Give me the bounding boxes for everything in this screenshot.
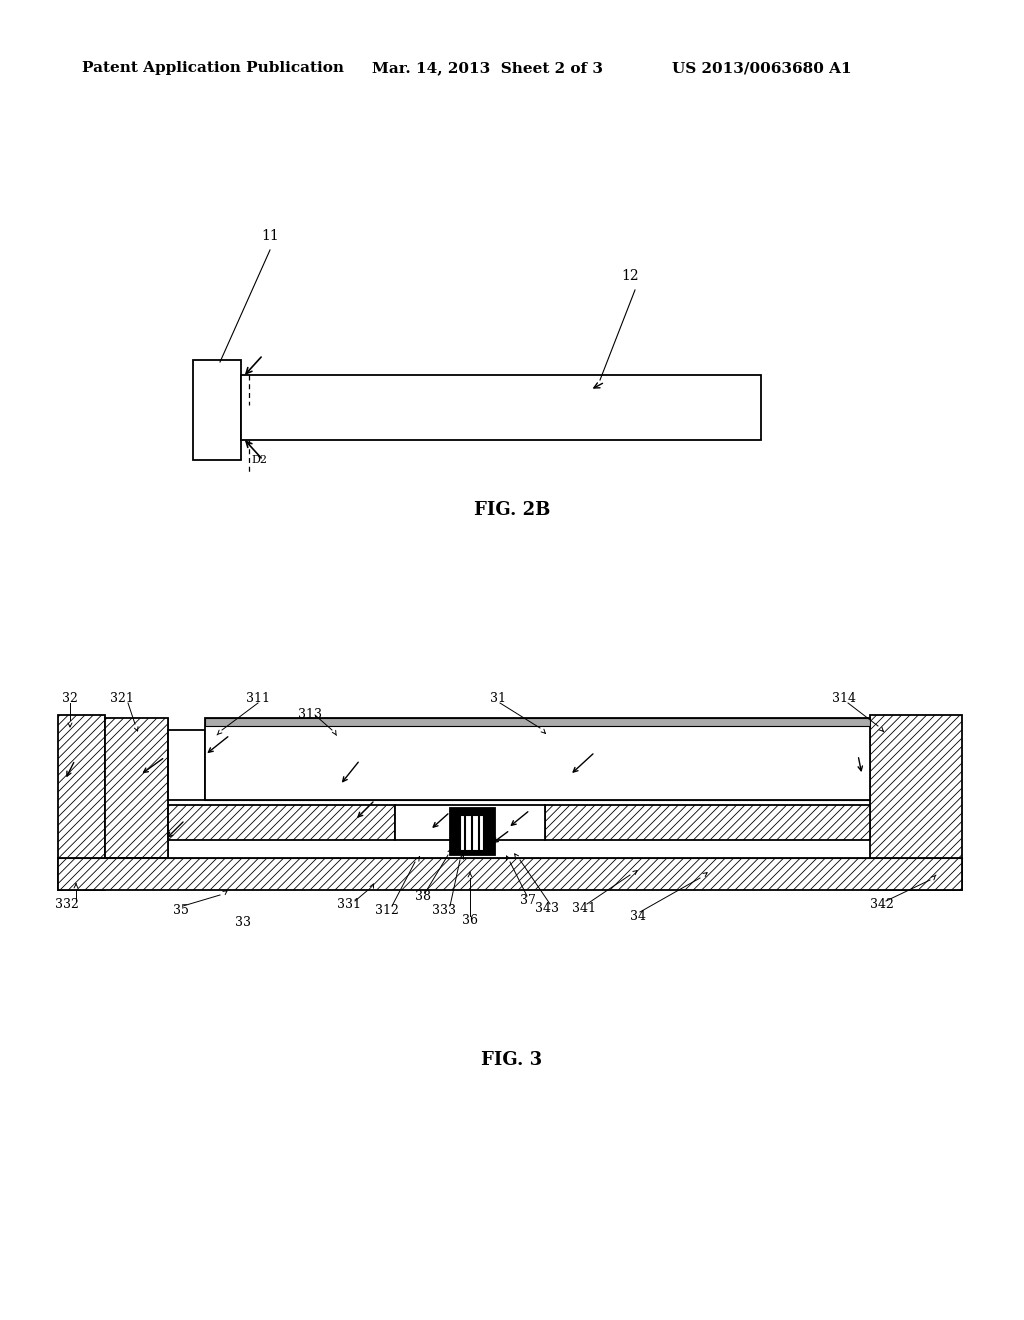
- Text: FIG. 3: FIG. 3: [481, 1051, 543, 1069]
- Bar: [545, 805, 870, 840]
- Text: 33: 33: [234, 916, 251, 928]
- Bar: [870, 715, 962, 890]
- Text: 11: 11: [261, 228, 279, 243]
- Text: 35: 35: [173, 903, 188, 916]
- Text: 331: 331: [337, 899, 361, 912]
- Text: 38: 38: [415, 891, 431, 903]
- Text: 321: 321: [110, 692, 134, 705]
- Bar: [105, 718, 168, 858]
- Bar: [58, 858, 962, 890]
- Text: 31: 31: [490, 692, 506, 705]
- Text: 313: 313: [298, 709, 322, 722]
- Text: Mar. 14, 2013  Sheet 2 of 3: Mar. 14, 2013 Sheet 2 of 3: [372, 61, 603, 75]
- Bar: [168, 730, 205, 800]
- Text: 341: 341: [572, 902, 596, 915]
- Text: 332: 332: [55, 899, 79, 912]
- Text: 312: 312: [375, 903, 399, 916]
- Text: 12: 12: [622, 269, 639, 282]
- Text: 34: 34: [630, 909, 646, 923]
- Text: D2: D2: [251, 455, 267, 465]
- Text: 32: 32: [62, 692, 78, 705]
- Text: 314: 314: [831, 692, 856, 705]
- Bar: [58, 715, 105, 890]
- Text: 36: 36: [462, 913, 478, 927]
- Bar: [241, 375, 761, 440]
- Text: Patent Application Publication: Patent Application Publication: [82, 61, 344, 75]
- Text: 342: 342: [870, 899, 894, 912]
- Text: 333: 333: [432, 903, 456, 916]
- Bar: [168, 805, 395, 840]
- Text: 37: 37: [520, 894, 536, 907]
- Text: 343: 343: [535, 902, 559, 915]
- Text: FIG. 2B: FIG. 2B: [474, 502, 550, 519]
- Bar: [450, 808, 495, 855]
- Bar: [193, 360, 241, 459]
- Bar: [205, 718, 870, 800]
- Text: US 2013/0063680 A1: US 2013/0063680 A1: [672, 61, 852, 75]
- Bar: [460, 814, 483, 850]
- Bar: [205, 718, 870, 726]
- Text: 311: 311: [246, 692, 270, 705]
- Bar: [395, 805, 545, 840]
